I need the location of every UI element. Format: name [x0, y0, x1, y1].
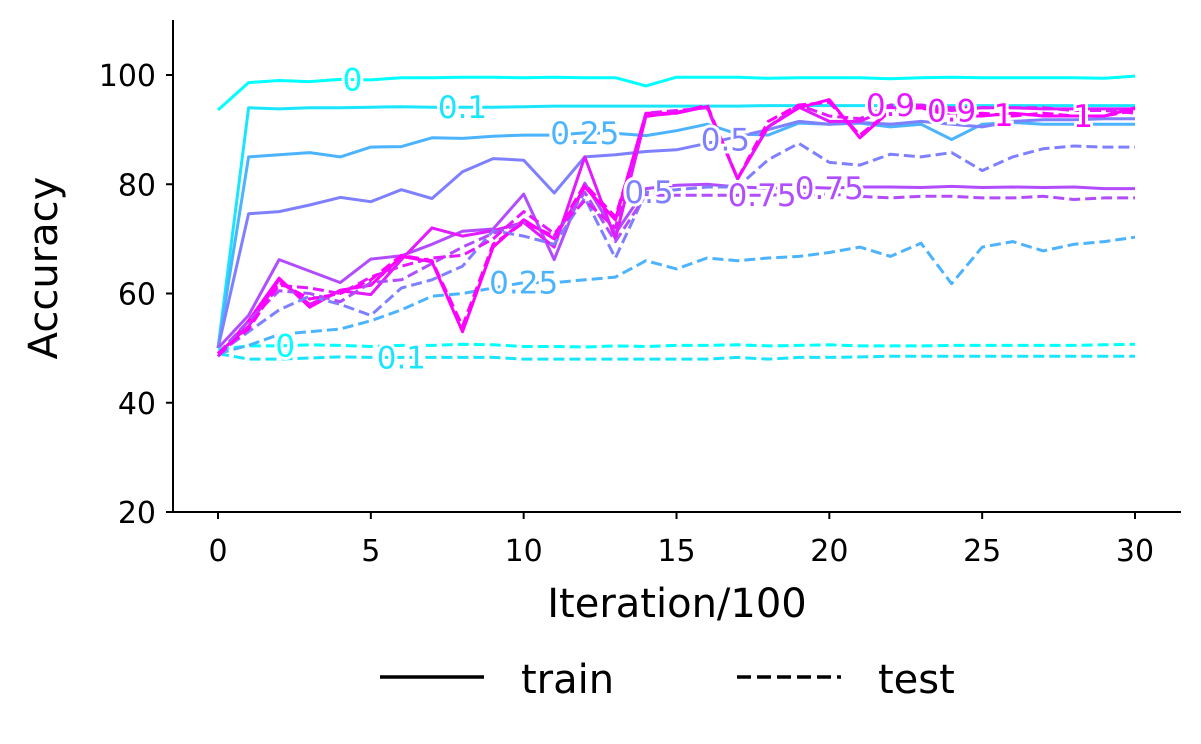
inline-label-test-0_1: 0.1	[377, 340, 426, 376]
y-tick-label: 100	[99, 59, 156, 94]
series-line-train-0_25	[216, 121, 1135, 349]
series-lines	[216, 74, 1136, 361]
inline-label-train-0: 0	[343, 63, 363, 99]
x-tick-label: 30	[1116, 534, 1154, 569]
x-tick-label: 20	[810, 534, 848, 569]
series-line-train-1	[216, 98, 1136, 358]
inline-label-test-0_25: 0.25	[489, 266, 558, 302]
y-tick-label: 80	[118, 168, 156, 203]
inline-series-labels: 00.10.25 0.50.750.9 10 0.10.250.5 0.750.9 1	[272, 60, 1096, 380]
series-line-test-0_5	[217, 141, 1135, 355]
series-line-train-0_1	[216, 104, 1135, 349]
x-tick-label: 15	[657, 534, 695, 569]
inline-label-test-0: 0	[275, 329, 295, 365]
inline-label-train-0_9: 0.9	[927, 94, 976, 130]
inline-label-test-0_9: 0.9	[866, 88, 915, 124]
inline-label-train-1: 1	[1073, 99, 1093, 135]
series-line-test-0_1	[217, 352, 1135, 361]
inline-label-train-0_75: 0.75	[795, 171, 864, 207]
y-tick-label: 20	[118, 496, 156, 531]
series-line-train-0_9	[217, 105, 1135, 355]
x-tick-label: 0	[208, 534, 227, 569]
inline-label-train-0_1: 0.1	[438, 90, 487, 126]
series-line-train-0	[216, 74, 1136, 112]
x-tick-label: 5	[361, 534, 380, 569]
series-line-test-0_25	[217, 235, 1136, 356]
series-line-test-0_75	[216, 190, 1135, 355]
inline-label-test-0_75: 0.75	[728, 178, 797, 214]
y-axis-title: Accuracy	[21, 177, 67, 360]
legend: train test	[380, 657, 955, 703]
inline-label-test-0_5: 0.5	[624, 175, 673, 211]
x-tick-label: 25	[963, 534, 1001, 569]
inline-label-train-0_25: 0.25	[550, 116, 619, 152]
y-ticks: 20 40 60 80 100	[99, 59, 173, 531]
y-tick-label: 40	[118, 387, 156, 422]
inline-label-test-1: 1	[994, 98, 1014, 134]
inline-label-train-0_5: 0.5	[701, 122, 750, 158]
series-line-test-0	[217, 342, 1136, 351]
x-tick-label: 10	[505, 534, 543, 569]
series-line-train-0_5	[216, 117, 1135, 349]
x-axis-title: Iteration/100	[547, 581, 807, 627]
x-ticks: 0 5 10 15 20 25 30	[208, 512, 1154, 569]
series-line-train-0_75	[216, 181, 1135, 350]
y-tick-label: 60	[118, 278, 156, 313]
legend-train-label: train	[521, 657, 614, 703]
legend-test-label: test	[878, 657, 955, 703]
series-line-test-1	[217, 100, 1136, 355]
series-line-test-0_9	[216, 103, 1136, 358]
